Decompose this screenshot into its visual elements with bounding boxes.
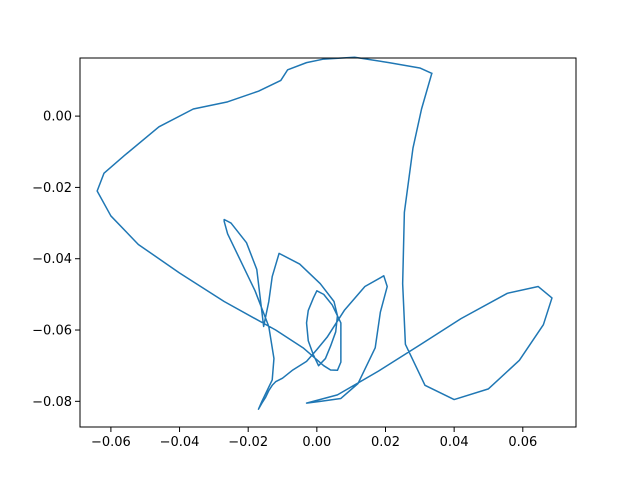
y-axis: 0.00 −0.02 −0.04 −0.06 −0.08 [32, 110, 80, 410]
axes-frame [79, 57, 577, 428]
y-tick-label: −0.04 [32, 252, 72, 267]
x-tick-label: −0.02 [228, 435, 268, 450]
x-tick-label: 0.06 [508, 435, 537, 450]
y-tick-label: 0.00 [43, 110, 72, 125]
plot-area [96, 56, 553, 410]
y-tick-label: −0.06 [32, 324, 72, 339]
x-tick-label: −0.06 [91, 435, 131, 450]
y-tick-label: −0.08 [32, 395, 72, 410]
x-tick-label: 0.04 [440, 435, 469, 450]
y-tick-label: −0.02 [32, 181, 72, 196]
x-tick-label: 0.00 [302, 435, 331, 450]
x-tick-label: −0.04 [160, 435, 200, 450]
x-tick-label: 0.02 [371, 435, 400, 450]
series-line-0 [96, 56, 553, 410]
x-axis: −0.06 −0.04 −0.02 0.00 0.02 0.04 0.06 [91, 427, 537, 450]
